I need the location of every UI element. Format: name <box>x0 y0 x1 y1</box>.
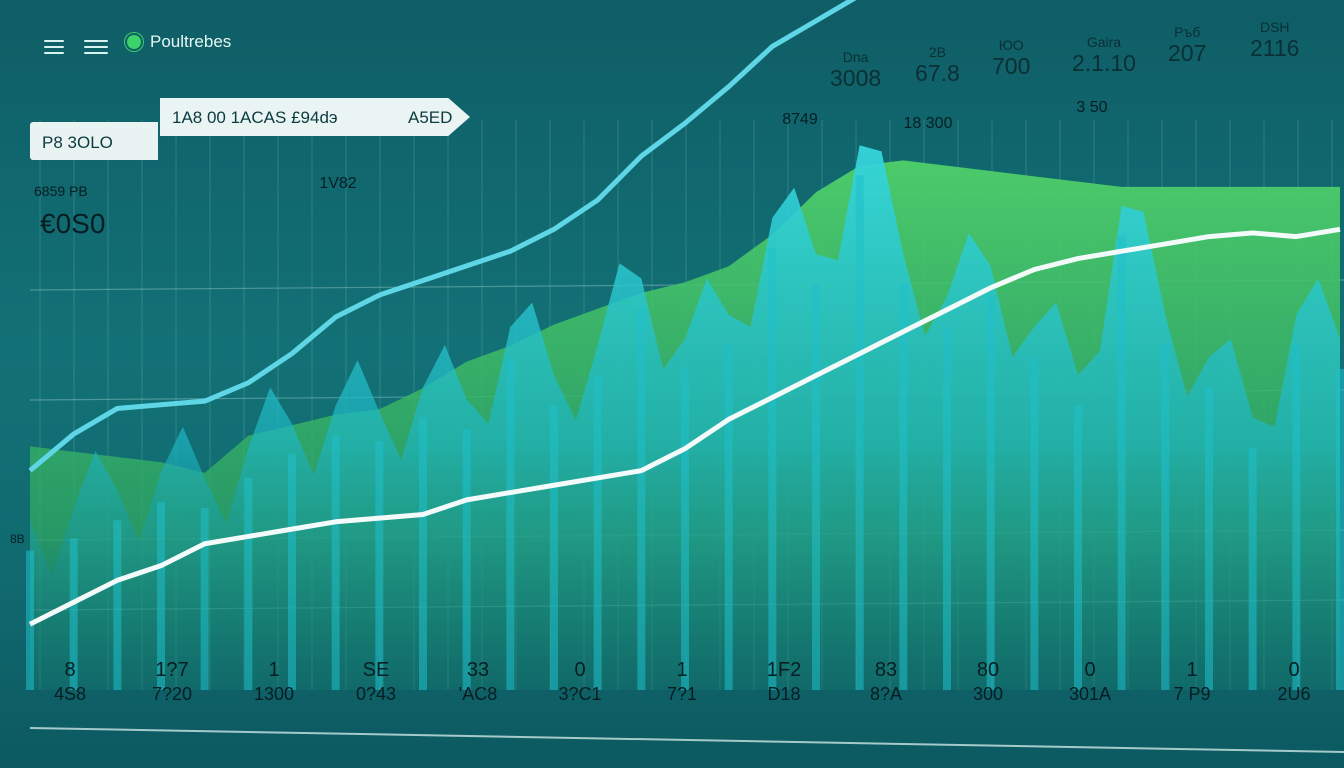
x-tick-bottom: 4S8 <box>54 684 86 704</box>
x-tick-bottom: 8?A <box>870 684 902 704</box>
volume-bar <box>986 296 995 690</box>
stat-4: Gaira 2.1.10 <box>1072 34 1136 77</box>
x-tick-bottom: 3?C1 <box>558 684 601 704</box>
x-tick-top: SE <box>363 659 390 681</box>
baseline <box>29 727 1344 753</box>
volume-bar <box>113 520 122 690</box>
volume-bar <box>899 284 908 690</box>
volume-bar <box>506 356 515 690</box>
menu-icon[interactable] <box>44 40 64 54</box>
volume-bar <box>1248 447 1257 690</box>
annotation-label: 8749 <box>782 111 818 128</box>
x-tick-top: 0 <box>574 659 585 681</box>
left-caption: 6859 PB <box>34 183 88 199</box>
filter-panel[interactable]: P8 3OLO 1A8 00 1ACAS £94dэ A5ED <box>30 98 470 160</box>
x-tick-bottom: 7?20 <box>152 684 192 704</box>
x-tick-bottom: 7?1 <box>667 684 697 704</box>
x-tick-bottom: 7 P9 <box>1173 684 1210 704</box>
volume-bar <box>419 417 427 690</box>
volume-bar <box>593 375 602 690</box>
volume-bar <box>375 441 384 690</box>
x-tick-bottom: 'AC8 <box>459 684 497 704</box>
volume-bar <box>637 308 646 690</box>
volume-bar <box>855 175 864 691</box>
brand-name: Poultrebes <box>150 32 232 51</box>
volume-bar <box>943 326 951 690</box>
x-tick-bottom: 0?43 <box>356 684 396 704</box>
volume-bar <box>1336 368 1344 690</box>
volume-bar <box>1074 405 1082 690</box>
x-tick-bottom: 2U6 <box>1277 684 1310 704</box>
filter-values-box[interactable] <box>160 98 470 136</box>
volume-bar <box>1205 387 1213 690</box>
x-tick-top: 83 <box>875 659 897 681</box>
volume-bar <box>681 368 689 690</box>
filter-label-box[interactable] <box>30 122 158 160</box>
stat-1: Dna 3008 <box>830 49 882 92</box>
filter-label: P8 3OLO <box>42 133 113 152</box>
chart-annotations: 8749 18 300 3 50 1V82 <box>319 99 1107 192</box>
list-icon[interactable] <box>84 40 108 54</box>
x-tick-top: 1?7 <box>155 659 188 681</box>
volume-bar <box>244 477 253 690</box>
x-tick-labels: 84S81?77?2011300SE0?4333'AC803?C117?11F2… <box>54 659 1311 704</box>
volume-bar <box>1117 235 1126 690</box>
x-tick-bottom: 300 <box>973 684 1003 704</box>
filter-tag: A5ED <box>408 108 453 127</box>
annotation-label: 1V82 <box>319 175 356 192</box>
volume-bar <box>288 453 296 690</box>
filter-values: 1A8 00 1ACAS £94dэ <box>172 108 338 127</box>
volume-bar <box>550 405 558 690</box>
x-tick-top: 1 <box>268 659 279 681</box>
volume-bar <box>331 435 340 690</box>
x-tick-top: 1 <box>676 659 687 681</box>
axis-tag: 8B <box>10 532 25 546</box>
volume-bars <box>26 175 1344 691</box>
x-tick-bottom: 301A <box>1069 684 1111 704</box>
x-tick-bottom: D18 <box>767 684 800 704</box>
white-trend-line <box>28 226 1341 627</box>
stat-3: ЮО 700 <box>992 37 1031 80</box>
brand-logo-icon <box>125 33 143 51</box>
x-tick-top: 8 <box>64 659 75 681</box>
x-tick-top: 0 <box>1084 659 1095 681</box>
x-tick-top: 80 <box>977 659 999 681</box>
volume-bar <box>1292 344 1301 690</box>
stat-5: Ръб 207 <box>1168 24 1207 67</box>
volume-bar <box>812 284 820 690</box>
stat-6: DSH 2116 <box>1250 19 1300 62</box>
x-tick-bottom: 1300 <box>254 684 294 704</box>
volume-bar <box>724 344 733 690</box>
volume-bar <box>26 550 34 690</box>
x-tick-top: 0 <box>1288 659 1299 681</box>
left-value: €0S0 <box>40 208 106 239</box>
volume-bar <box>200 508 209 690</box>
volume-bar <box>157 502 165 690</box>
annotation-label: 18 300 <box>904 115 953 132</box>
volume-bar <box>768 247 777 691</box>
cyan-trend-line <box>28 0 857 473</box>
volume-bar <box>1161 344 1170 690</box>
volume-bar <box>69 538 78 690</box>
x-tick-top: 1F2 <box>767 659 801 681</box>
volume-bar <box>462 429 471 690</box>
top-bar: Poultrebes Dna 3008 2B 67.8 ЮО 700 Gaira… <box>0 0 1344 91</box>
x-tick-top: 1 <box>1186 659 1197 681</box>
x-tick-top: 33 <box>467 659 489 681</box>
volume-bar <box>1030 356 1039 690</box>
stat-2: 2B 67.8 <box>915 44 960 87</box>
annotation-label: 3 50 <box>1076 99 1107 116</box>
